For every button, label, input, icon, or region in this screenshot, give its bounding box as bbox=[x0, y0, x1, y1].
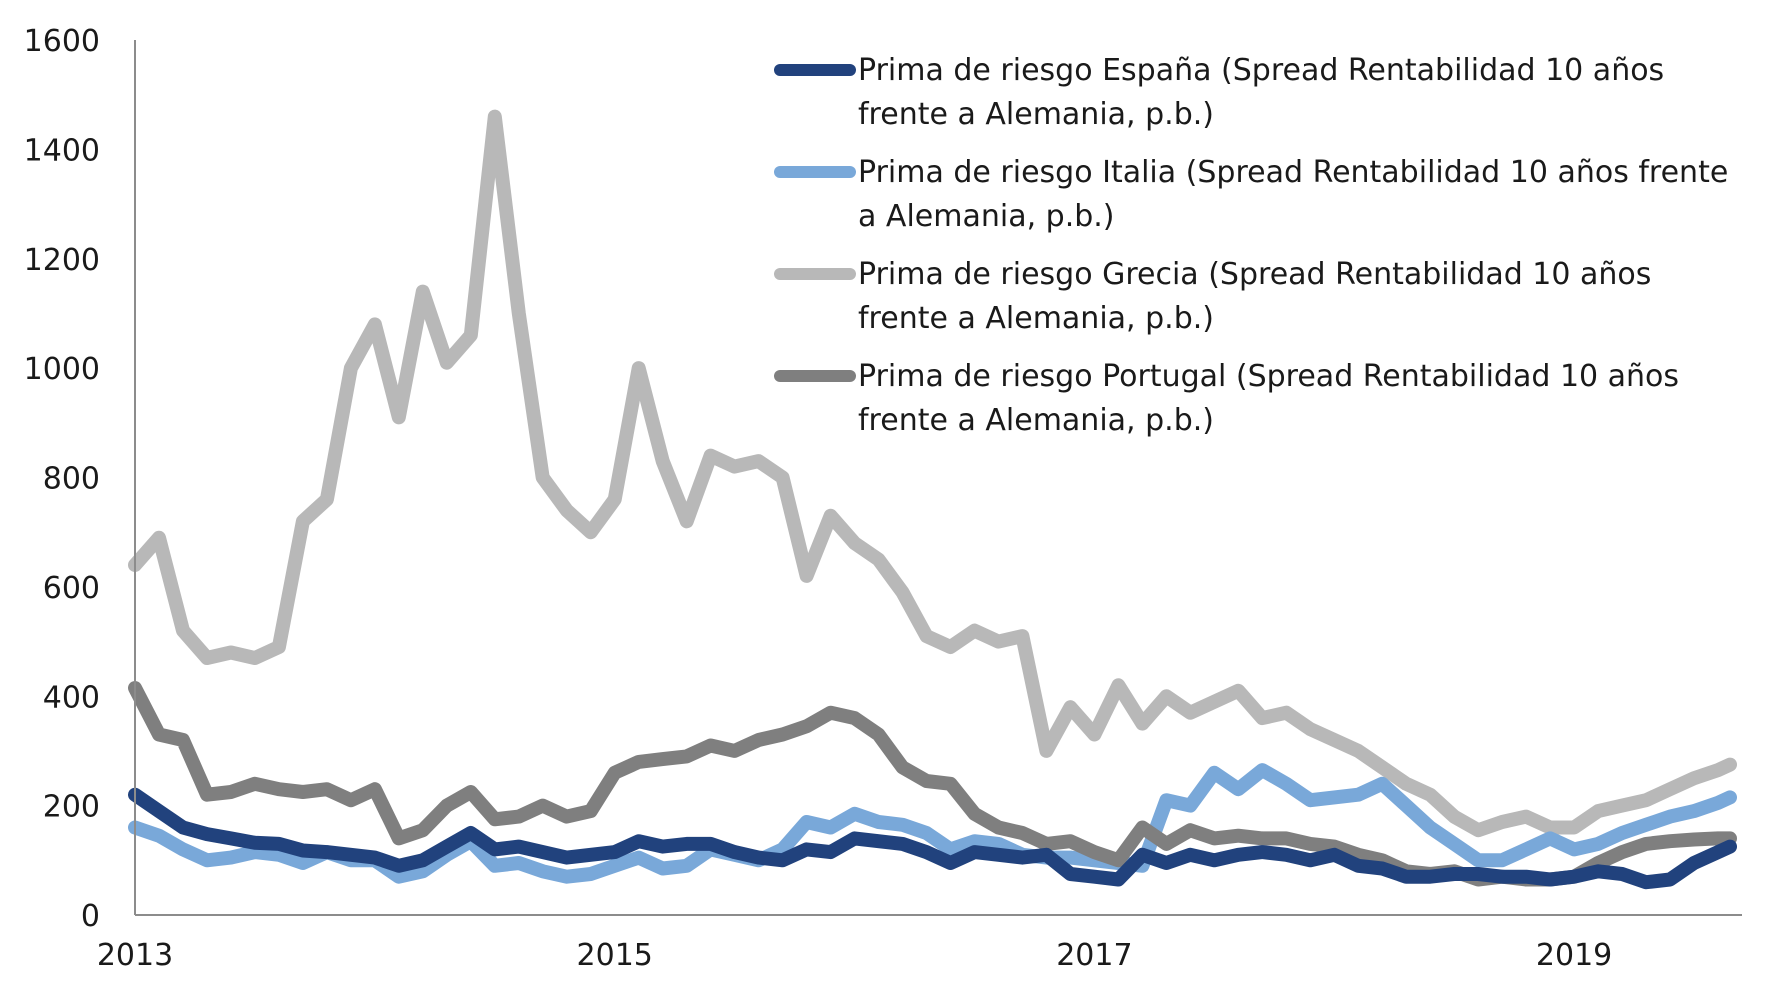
y-tick-label: 1600 bbox=[24, 24, 100, 59]
series-layer bbox=[128, 109, 1737, 890]
x-tick-labels: 2013 2015 2017 2019 bbox=[97, 938, 1612, 973]
y-tick-label: 0 bbox=[81, 899, 100, 934]
legend-label-1: Prima de riesgo Italia (Spread Rentabili… bbox=[858, 155, 1728, 234]
legend-label-2: Prima de riesgo Grecia (Spread Rentabili… bbox=[858, 257, 1651, 336]
y-tick-label: 400 bbox=[43, 680, 100, 715]
series-line-2 bbox=[128, 109, 1737, 838]
legend: Prima de riesgo España (Spread Rentabili… bbox=[774, 53, 1728, 438]
series-line-1 bbox=[128, 763, 1737, 884]
series-line-0 bbox=[128, 787, 1737, 890]
y-tick-labels: 0 200 400 600 800 1000 1200 1400 1600 bbox=[24, 24, 100, 934]
legend-label-0: Prima de riesgo España (Spread Rentabili… bbox=[858, 53, 1664, 132]
y-tick-label: 800 bbox=[43, 462, 100, 497]
y-tick-label: 200 bbox=[43, 790, 100, 825]
y-tick-label: 600 bbox=[43, 571, 100, 606]
x-tick-label: 2019 bbox=[1536, 938, 1612, 973]
x-tick-label: 2017 bbox=[1056, 938, 1132, 973]
y-tick-label: 1200 bbox=[24, 243, 100, 278]
y-tick-label: 1000 bbox=[24, 352, 100, 387]
y-tick-label: 1400 bbox=[24, 133, 100, 168]
legend-label-3: Prima de riesgo Portugal (Spread Rentabi… bbox=[858, 359, 1679, 438]
x-tick-label: 2015 bbox=[577, 938, 653, 973]
x-tick-label: 2013 bbox=[97, 938, 173, 973]
